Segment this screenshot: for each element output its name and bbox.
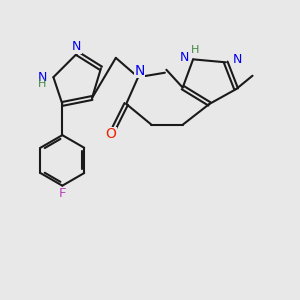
Text: N: N — [134, 64, 145, 78]
Text: F: F — [58, 188, 66, 200]
Text: H: H — [38, 79, 46, 89]
Text: N: N — [180, 51, 190, 64]
Text: N: N — [72, 40, 81, 53]
Text: N: N — [232, 53, 242, 66]
Text: H: H — [190, 45, 199, 55]
Text: O: O — [105, 127, 116, 141]
Text: N: N — [38, 71, 47, 84]
